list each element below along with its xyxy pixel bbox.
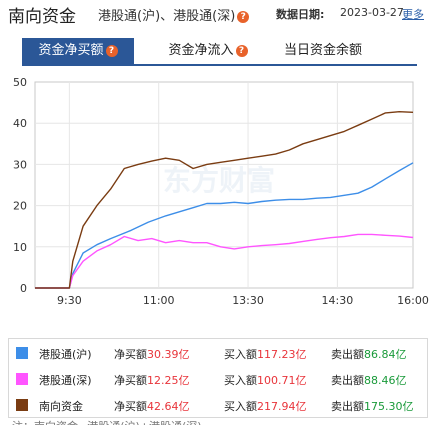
- sell-label: 卖出额: [331, 348, 364, 361]
- tab-bar: 资金净买额? 资金净流入? 当日资金余额: [22, 38, 417, 66]
- y-tick-label: 40: [13, 117, 27, 130]
- legend-row-sz: 港股通(深) 净买额12.25亿 买入额100.71亿 卖出额88.46亿: [9, 369, 429, 391]
- sell-label: 卖出额: [331, 374, 364, 387]
- sell-cell: 卖出额175.30亿: [331, 398, 414, 414]
- buy-label: 买入额: [224, 400, 257, 413]
- legend-swatch: [16, 399, 28, 411]
- buy-cell: 买入额217.94亿: [224, 398, 307, 414]
- buy-label: 买入额: [224, 374, 257, 387]
- buy-cell: 买入额117.23亿: [224, 346, 307, 362]
- header: 南向资金 港股通(沪)、港股通(深)? 数据日期: 2023-03-27 更多: [0, 0, 437, 30]
- legend-name: 南向资金: [39, 400, 83, 413]
- series-line-0: [35, 162, 414, 289]
- more-link[interactable]: 更多: [402, 8, 424, 21]
- buy-cell: 买入额100.71亿: [224, 372, 307, 388]
- x-tick-label: 9:30: [57, 294, 82, 307]
- tab-net-buy[interactable]: 资金净买额?: [22, 38, 134, 64]
- tab-label: 资金净流入: [168, 43, 234, 58]
- net-buy-cell: 净买额42.64亿: [114, 398, 190, 414]
- y-tick-label: 20: [13, 200, 27, 213]
- sell-value: 175.30亿: [364, 400, 414, 413]
- series-line-2: [35, 111, 414, 289]
- y-tick-label: 10: [13, 241, 27, 254]
- legend-swatch: [16, 347, 28, 359]
- sell-value: 86.84亿: [364, 348, 407, 361]
- legend-row-total: 南向资金 净买额42.64亿 买入额217.94亿 卖出额175.30亿: [9, 395, 429, 417]
- tab-label: 当日资金余额: [283, 43, 362, 58]
- legend-swatch: [16, 373, 28, 385]
- page-title: 南向资金: [8, 7, 76, 27]
- y-tick-label: 0: [20, 282, 27, 295]
- buy-label: 买入额: [224, 348, 257, 361]
- chart-svg: 东方财富 0 10 20 30 40 50 9:30 11:00 13:30 14:30 16:00: [13, 76, 429, 307]
- y-tick-label: 50: [13, 76, 27, 89]
- net-buy-cell: 净买额12.25亿: [114, 372, 190, 388]
- net-buy-label: 净买额: [114, 400, 147, 413]
- plot-frame: [34, 81, 414, 289]
- net-buy-cell: 净买额30.39亿: [114, 346, 190, 362]
- tab-label: 资金净买额: [38, 43, 104, 58]
- net-buy-value: 30.39亿: [147, 348, 190, 361]
- footer-note: 注：南向资金=港股通(沪)+港股通(深): [12, 418, 412, 425]
- x-tick-label: 16:00: [397, 294, 429, 307]
- line-chart: 东方财富 0 10 20 30 40 50 9:30 11:00 13:30 14:30 16:00: [0, 72, 437, 312]
- subtitle-text: 港股通(沪)、港股通(深): [98, 9, 236, 24]
- x-tick-label: 11:00: [143, 294, 175, 307]
- buy-value: 117.23亿: [257, 348, 307, 361]
- net-buy-value: 42.64亿: [147, 400, 190, 413]
- watermark: 东方财富: [163, 164, 275, 197]
- legend-name: 港股通(深): [39, 374, 92, 387]
- help-icon[interactable]: ?: [235, 45, 248, 57]
- sell-cell: 卖出额88.46亿: [331, 372, 407, 388]
- y-tick-label: 30: [13, 158, 27, 171]
- buy-value: 217.94亿: [257, 400, 307, 413]
- tab-net-inflow[interactable]: 资金净流入?: [158, 38, 258, 64]
- date-value: 2023-03-27: [340, 6, 404, 19]
- net-buy-label: 净买额: [114, 374, 147, 387]
- net-buy-label: 净买额: [114, 348, 147, 361]
- buy-value: 100.71亿: [257, 374, 307, 387]
- subtitle: 港股通(沪)、港股通(深)?: [98, 5, 250, 24]
- x-tick-label: 13:30: [232, 294, 264, 307]
- x-tick-label: 14:30: [322, 294, 354, 307]
- help-icon[interactable]: ?: [237, 11, 250, 23]
- tab-daily-balance[interactable]: 当日资金余额: [278, 38, 368, 64]
- legend-table: 港股通(沪) 净买额30.39亿 买入额117.23亿 卖出额86.84亿 港股…: [8, 338, 428, 418]
- date-label: 数据日期:: [276, 8, 325, 21]
- sell-value: 88.46亿: [364, 374, 407, 387]
- legend-row-sh: 港股通(沪) 净买额30.39亿 买入额117.23亿 卖出额86.84亿: [9, 343, 429, 365]
- legend-name: 港股通(沪): [39, 348, 92, 361]
- sell-label: 卖出额: [331, 400, 364, 413]
- help-icon[interactable]: ?: [105, 45, 118, 57]
- series-line-1: [35, 233, 414, 289]
- net-buy-value: 12.25亿: [147, 374, 190, 387]
- sell-cell: 卖出额86.84亿: [331, 346, 407, 362]
